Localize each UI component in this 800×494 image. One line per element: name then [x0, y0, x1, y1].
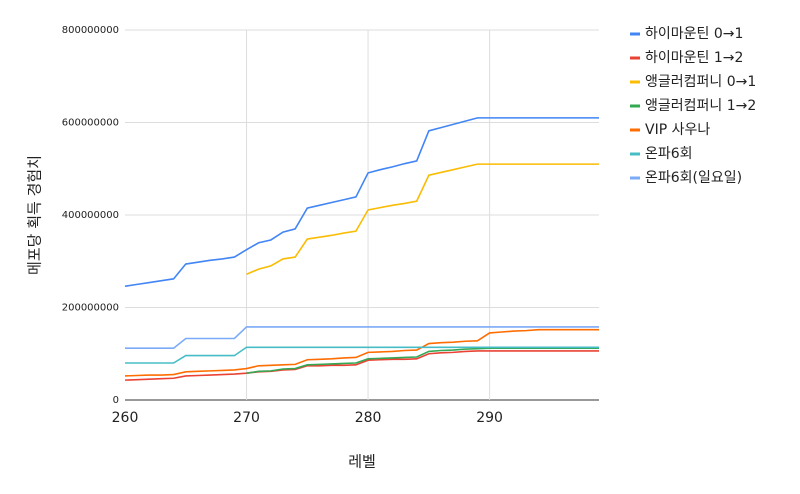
- legend-label: 앵글러컴퍼니 1→2: [645, 98, 756, 114]
- legend-label: 하이마운틴 1→2: [645, 50, 743, 66]
- y-tick-label: 0: [113, 395, 119, 406]
- series-line: [246, 163, 599, 275]
- series-line: [246, 347, 599, 374]
- series-line: [124, 350, 599, 381]
- y-axis-label: 메포당 획득 경험치: [26, 155, 44, 275]
- legend-label: 온파6회: [645, 146, 693, 162]
- y-tick-label: 800000000: [62, 25, 119, 36]
- series-line: [124, 328, 599, 377]
- series-line: [125, 326, 599, 349]
- y-tick-label: 400000000: [62, 210, 119, 221]
- series-line: [125, 346, 599, 364]
- x-axis-label: 레벨: [348, 453, 376, 471]
- y-tick-label: 600000000: [62, 118, 119, 129]
- legend-label: 온파6회(일요일): [645, 170, 742, 186]
- series-line: [124, 117, 599, 288]
- x-tick-label: 260: [112, 410, 139, 426]
- x-tick-label: 280: [355, 410, 382, 426]
- x-tick-label: 290: [476, 410, 503, 426]
- legend-label: 하이마운틴 0→1: [645, 26, 743, 42]
- x-tick-label: 270: [233, 410, 260, 426]
- y-tick-label: 200000000: [62, 303, 119, 314]
- legend-label: VIP 사우나: [645, 122, 710, 138]
- legend-label: 앵글러컴퍼니 0→1: [645, 74, 756, 90]
